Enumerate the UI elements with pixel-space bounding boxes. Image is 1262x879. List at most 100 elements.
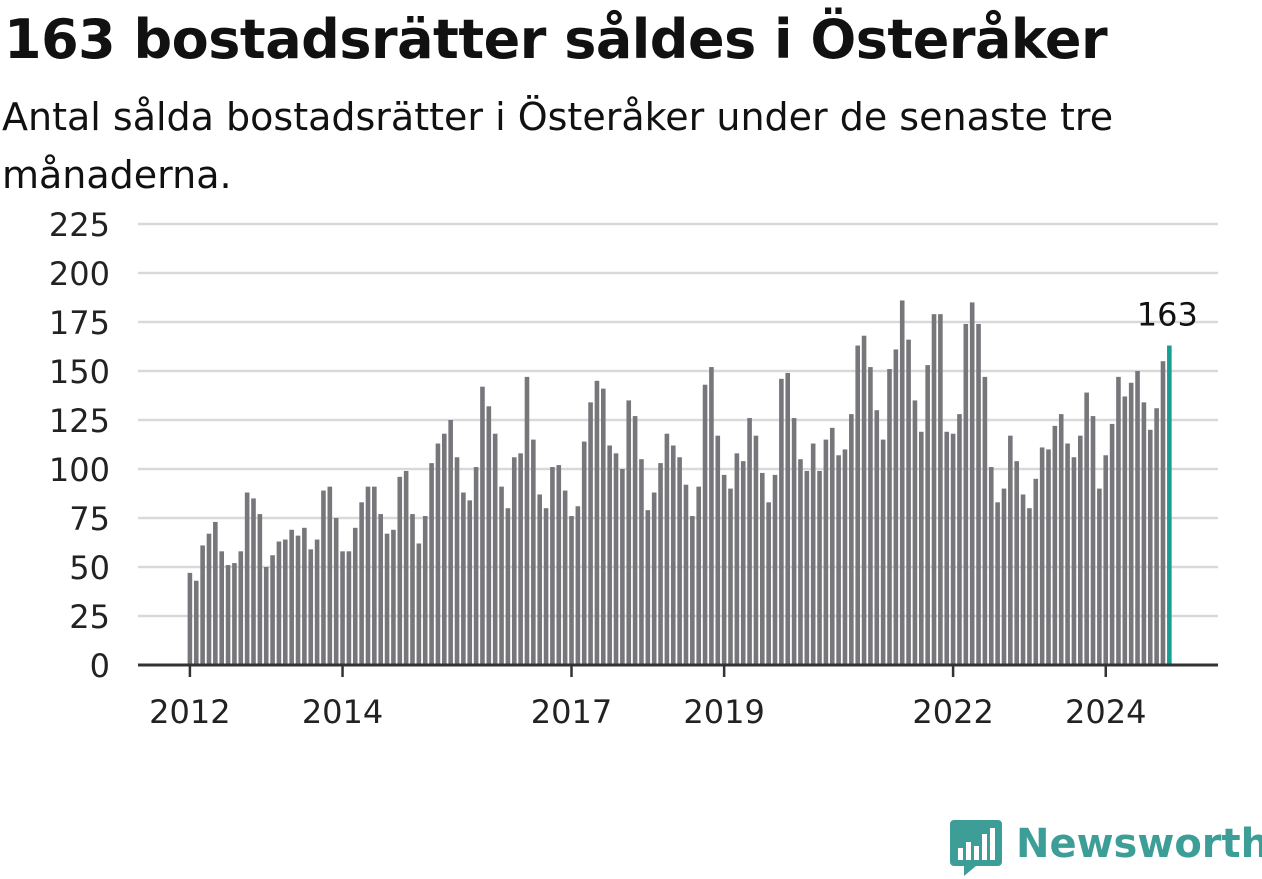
bar bbox=[798, 459, 803, 665]
bar bbox=[740, 461, 746, 665]
bar bbox=[473, 467, 479, 665]
bar bbox=[187, 572, 193, 665]
bar bbox=[944, 431, 950, 665]
bar bbox=[340, 551, 345, 665]
bar bbox=[855, 345, 860, 665]
newsworthy-bar-chart-icon bbox=[950, 820, 1002, 876]
y-tick-label: 0 bbox=[90, 647, 110, 685]
bar bbox=[588, 402, 593, 665]
newsworthy-logo: Newsworthy bbox=[950, 818, 1262, 878]
bar bbox=[410, 514, 415, 665]
bar-highlight bbox=[1167, 345, 1172, 665]
bar bbox=[499, 486, 504, 665]
bar bbox=[696, 486, 701, 665]
bar bbox=[480, 386, 485, 665]
bar bbox=[1135, 371, 1140, 665]
bar bbox=[1097, 488, 1102, 665]
bar bbox=[1090, 416, 1096, 665]
bar bbox=[193, 580, 199, 665]
bar bbox=[435, 443, 441, 665]
bar bbox=[976, 323, 981, 665]
bar bbox=[365, 486, 371, 665]
bar bbox=[804, 470, 810, 665]
bar bbox=[702, 384, 708, 665]
bar bbox=[861, 335, 867, 665]
bar bbox=[1046, 449, 1051, 665]
bar bbox=[270, 555, 275, 665]
bar bbox=[442, 433, 447, 665]
bar bbox=[938, 314, 943, 665]
bar bbox=[810, 443, 816, 665]
bar bbox=[1014, 461, 1019, 665]
chart-subtitle: Antal sålda bostadsrätter i Österåker un… bbox=[2, 95, 1114, 197]
y-tick-label: 225 bbox=[49, 206, 110, 244]
bar bbox=[887, 369, 892, 665]
bar bbox=[734, 453, 740, 665]
bar bbox=[454, 457, 460, 665]
bar bbox=[219, 551, 224, 665]
bar bbox=[429, 463, 434, 665]
bar bbox=[823, 439, 829, 665]
chart-title: 163 bostadsrätter såldes i Österåker bbox=[4, 8, 1108, 71]
bar bbox=[607, 445, 612, 665]
bar bbox=[257, 514, 263, 665]
bar bbox=[537, 494, 542, 665]
bar bbox=[1058, 414, 1064, 665]
bar bbox=[1103, 455, 1109, 665]
bar bbox=[899, 300, 905, 665]
bar bbox=[1001, 488, 1007, 665]
bar bbox=[683, 484, 689, 665]
bar bbox=[645, 510, 651, 665]
x-tick-label: 2014 bbox=[302, 693, 383, 731]
y-tick-label: 175 bbox=[49, 304, 110, 342]
bar bbox=[543, 508, 549, 665]
x-tick-label: 2017 bbox=[531, 693, 612, 731]
brand-name: Newsworthy bbox=[1016, 821, 1262, 867]
bar bbox=[308, 549, 314, 665]
bar bbox=[1008, 435, 1013, 665]
bar bbox=[988, 467, 994, 665]
bar bbox=[658, 463, 663, 665]
bar bbox=[950, 433, 956, 665]
bar bbox=[728, 488, 733, 665]
bar bbox=[206, 533, 212, 665]
x-tick-label: 2012 bbox=[149, 693, 230, 731]
bar bbox=[931, 314, 937, 665]
y-tick-label: 150 bbox=[49, 353, 110, 391]
bar bbox=[1160, 361, 1166, 665]
bar bbox=[670, 445, 676, 665]
bar bbox=[200, 545, 205, 665]
bar bbox=[461, 492, 466, 665]
y-tick-label: 200 bbox=[49, 255, 110, 293]
bar bbox=[333, 518, 339, 665]
bar bbox=[772, 474, 778, 665]
bar bbox=[416, 543, 422, 665]
bar bbox=[632, 416, 638, 665]
bar bbox=[709, 367, 714, 665]
bar bbox=[760, 472, 765, 665]
bar bbox=[601, 388, 606, 665]
bar bbox=[1147, 429, 1153, 665]
bar bbox=[289, 529, 294, 665]
bar bbox=[276, 541, 282, 665]
bar bbox=[1116, 376, 1121, 665]
bar bbox=[251, 498, 256, 665]
bar bbox=[1128, 382, 1134, 665]
bar bbox=[594, 380, 600, 665]
bar bbox=[397, 476, 403, 665]
bar bbox=[785, 372, 791, 665]
bar bbox=[957, 414, 962, 665]
y-tick-label: 50 bbox=[69, 549, 110, 587]
bar bbox=[575, 506, 581, 665]
y-tick-label: 125 bbox=[49, 402, 110, 440]
bar bbox=[1071, 457, 1077, 665]
bar bbox=[715, 435, 721, 665]
bar bbox=[1039, 447, 1045, 665]
x-tick-label: 2022 bbox=[912, 693, 993, 731]
bar bbox=[651, 492, 657, 665]
bar bbox=[906, 339, 911, 665]
bar bbox=[620, 469, 625, 665]
bar bbox=[378, 514, 383, 665]
bar bbox=[283, 539, 288, 665]
bar bbox=[1027, 508, 1032, 665]
